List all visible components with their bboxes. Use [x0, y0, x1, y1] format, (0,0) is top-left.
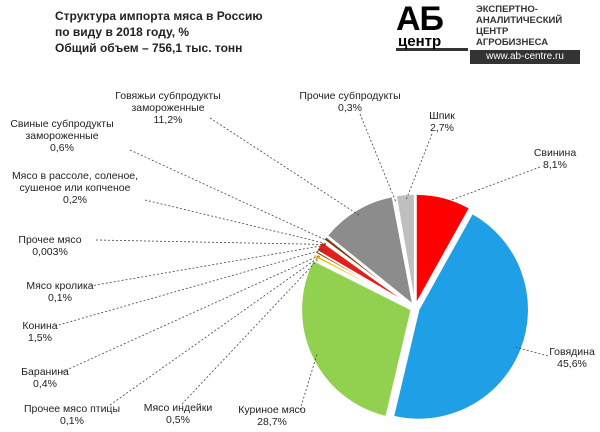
- slice-label: Баранина 0,4%: [10, 366, 80, 390]
- slice-label: Куриное мясо 28,7%: [227, 404, 317, 428]
- pie-slice: [392, 212, 530, 421]
- value-label: 0,5%: [166, 414, 190, 426]
- logo-mark: АБ: [396, 0, 444, 38]
- category-label: Прочие субпродукты: [299, 90, 401, 102]
- logo-line: АГРОБИЗНЕСА: [476, 37, 549, 48]
- logo-line: ЦЕНТР: [476, 26, 509, 37]
- slice-label: Мясо индейки 0,5%: [138, 402, 218, 426]
- slice-label: Прочее мясо 0,003%: [5, 234, 95, 258]
- pie-slice: [395, 193, 416, 305]
- value-label: 2,7%: [430, 122, 454, 134]
- leader-line: [89, 244, 328, 287]
- leader-line: [129, 149, 330, 243]
- category-label: Говядина: [549, 346, 595, 358]
- value-label: 28,7%: [257, 416, 287, 428]
- slice-label: Прочие субпродукты 0,3%: [290, 90, 410, 114]
- logo-line: АНАЛИТИЧЕСКИЙ: [476, 15, 563, 26]
- slice-label: Шпик 2,7%: [417, 110, 467, 134]
- leader-line: [54, 248, 325, 327]
- category-label: Конина: [22, 320, 58, 332]
- category-label: Говяжьи субпродукты замороженные: [115, 90, 221, 114]
- leader-line: [95, 239, 328, 245]
- category-label: Свинина: [533, 147, 577, 159]
- value-label: 0,1%: [48, 292, 72, 304]
- category-label: Шпик: [429, 110, 455, 122]
- leader-line: [359, 113, 397, 202]
- value-label: 0,6%: [50, 142, 74, 154]
- slice-label: Говядина 45,6%: [542, 346, 600, 370]
- title-line: Общий объем – 756,1 тыс. тонн: [55, 41, 243, 55]
- leader-line: [209, 117, 360, 216]
- logo-url: www.ab-centre.ru: [470, 50, 580, 64]
- leader-line: [515, 346, 549, 357]
- value-label: 0,3%: [338, 102, 362, 114]
- category-label: Мясо в рассоле, соленое, сушеное или коп…: [11, 170, 139, 194]
- category-label: Прочее мясо птицы: [23, 403, 120, 415]
- category-label: Свиные субпродукты замороженные: [10, 118, 114, 142]
- value-label: 0,4%: [33, 378, 57, 390]
- category-label: Мясо индейки: [143, 402, 213, 414]
- value-label: 1,5%: [28, 332, 52, 344]
- slice-label: Прочее мясо птицы 0,1%: [17, 403, 127, 427]
- title-line: Структура импорта мяса в Россию: [55, 9, 263, 23]
- leader-line: [442, 166, 541, 204]
- slice-label: Мясо кролика 0,1%: [15, 280, 105, 304]
- value-label: 0,1%: [60, 415, 84, 427]
- slice-label: Мясо в рассоле, соленое, сушеное или коп…: [5, 170, 145, 206]
- leader-line: [405, 133, 433, 201]
- leader-line: [299, 353, 318, 411]
- category-label: Прочее мясо: [18, 234, 82, 246]
- category-label: Куриное мясо: [238, 404, 306, 416]
- leader-line: [109, 255, 321, 406]
- leader-line: [144, 199, 329, 245]
- pie-slice: [300, 259, 413, 418]
- logo-bar: [396, 48, 468, 51]
- slice-label: Конина 1,5%: [10, 320, 70, 344]
- category-label: Баранина: [21, 366, 69, 378]
- chart-title: Структура импорта мяса в Россию по виду в…: [55, 8, 263, 56]
- pie-slice: [326, 195, 415, 307]
- logo-sub: центр: [398, 33, 442, 50]
- value-label: 45,6%: [557, 358, 587, 370]
- title-line: по виду в 2018 году, %: [55, 25, 190, 39]
- leader-line: [61, 254, 322, 373]
- slice-label: Свинина 8,1%: [525, 147, 585, 171]
- pie-slice: [415, 193, 471, 308]
- value-label: 11,2%: [153, 114, 183, 126]
- slice-label: Свиные субпродукты замороженные 0,6%: [0, 118, 125, 154]
- pie-slice: [322, 235, 413, 307]
- value-label: 8,1%: [543, 159, 567, 171]
- slice-label: Говяжьи субпродукты замороженные 11,2%: [98, 90, 238, 126]
- leader-line: [181, 257, 320, 405]
- logo-text: ЭКСПЕРТНО- АНАЛИТИЧЕСКИЙ ЦЕНТР АГРОБИЗНЕСА: [476, 4, 562, 48]
- logo-line: ЭКСПЕРТНО-: [476, 4, 538, 15]
- value-label: 0,2%: [63, 194, 87, 206]
- value-label: 0,003%: [32, 246, 68, 258]
- category-label: Мясо кролика: [26, 280, 94, 292]
